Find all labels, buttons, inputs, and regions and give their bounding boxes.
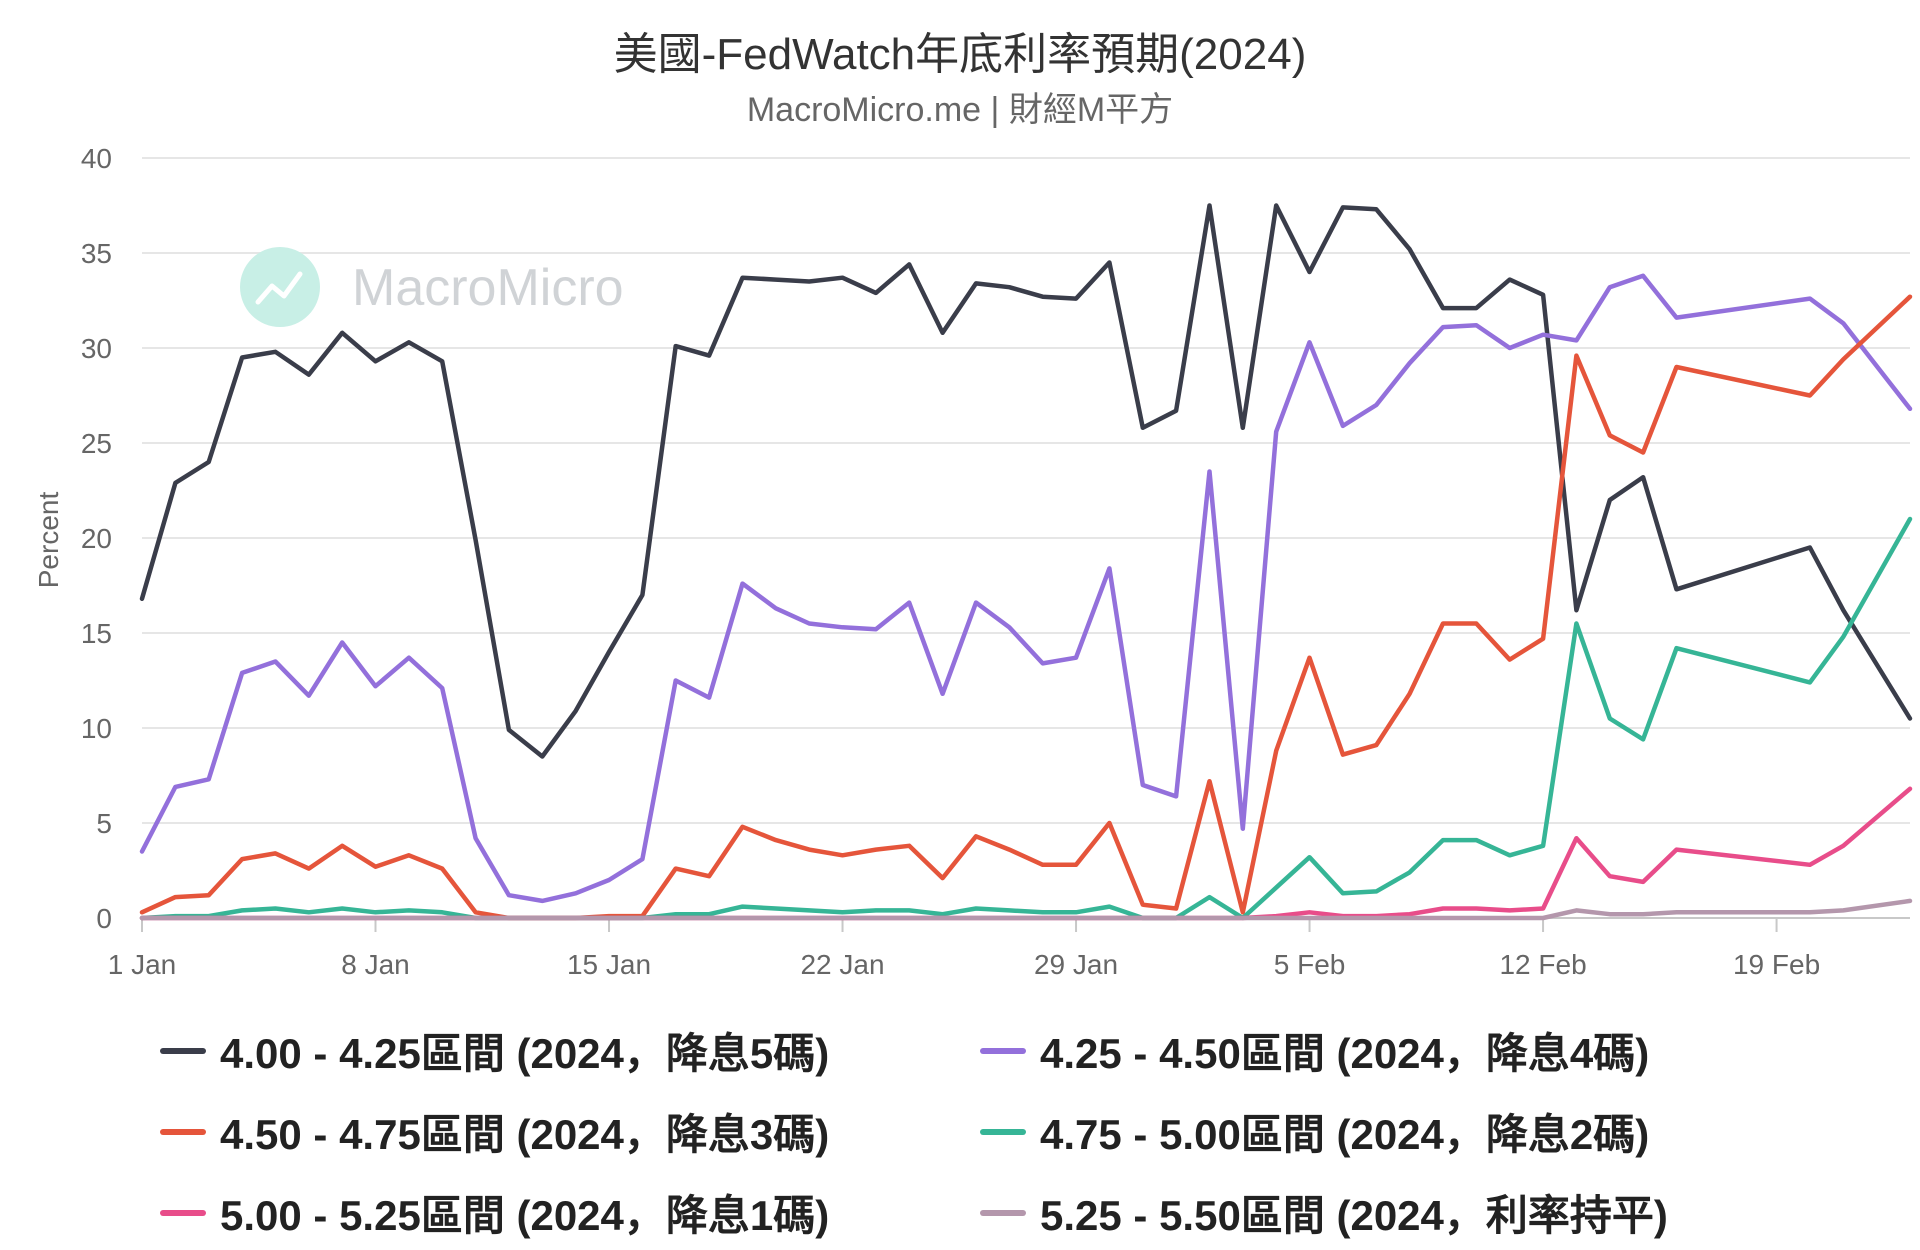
series-line-6 xyxy=(139,898,1913,921)
legend-label: 4.25 - 4.50區間 (2024，降息4碼) xyxy=(1040,1030,1650,1077)
gridlines xyxy=(142,157,1910,919)
x-tick-label: 5 Feb xyxy=(1274,949,1346,980)
legend-label: 5.25 - 5.50區間 (2024，利率持平) xyxy=(1040,1192,1668,1239)
logo-chart-icon xyxy=(255,271,303,305)
y-tick-label: 0 xyxy=(96,903,112,934)
macromicro-logo-icon xyxy=(240,247,320,327)
legend-item-4[interactable]: 4.75 - 5.00區間 (2024，降息2碼) xyxy=(980,1101,1800,1162)
x-tick-label: 1 Jan xyxy=(108,949,177,980)
legend-swatch xyxy=(160,1209,206,1216)
y-tick-label: 5 xyxy=(96,808,112,839)
y-axis: 0 5 10 15 20 25 30 35 40 xyxy=(81,143,112,934)
y-tick-label: 20 xyxy=(81,523,112,554)
legend-item-6[interactable]: 5.25 - 5.50區間 (2024，利率持平) xyxy=(980,1182,1800,1243)
legend-swatch xyxy=(160,1047,206,1054)
series-line-5 xyxy=(139,786,1913,921)
watermark-text: MacroMicro xyxy=(352,259,624,317)
series-line-1 xyxy=(139,203,1913,759)
legend-item-5[interactable]: 5.00 - 5.25區間 (2024，降息1碼) xyxy=(160,1182,980,1243)
legend-label: 5.00 - 5.25區間 (2024，降息1碼) xyxy=(220,1192,830,1239)
series-line-3 xyxy=(139,294,1913,921)
legend-swatch xyxy=(980,1209,1026,1216)
line-chart: MacroMicro 0 5 10 15 20 25 30 35 40 1 Jan 8 Jan 15… xyxy=(33,143,1913,980)
y-tick-label: 35 xyxy=(81,238,112,269)
legend-swatch xyxy=(160,1128,206,1135)
x-tick-label: 29 Jan xyxy=(1034,949,1118,980)
x-tick-label: 22 Jan xyxy=(800,949,884,980)
x-axis: 1 Jan 8 Jan 15 Jan 22 Jan 29 Jan 5 Feb 12 Feb 1… xyxy=(108,918,1820,980)
legend-label: 4.75 - 5.00區間 (2024，降息2碼) xyxy=(1040,1111,1650,1158)
x-tick-label: 8 Jan xyxy=(341,949,410,980)
y-tick-label: 15 xyxy=(81,618,112,649)
y-tick-label: 40 xyxy=(81,143,112,174)
y-tick-label: 25 xyxy=(81,428,112,459)
chart-subtitle: MacroMicro.me | 財經M平方 xyxy=(746,91,1174,129)
x-tick-label: 19 Feb xyxy=(1733,949,1820,980)
series-line-4 xyxy=(139,516,1913,921)
legend-swatch xyxy=(980,1047,1026,1054)
x-tick-label: 15 Jan xyxy=(567,949,651,980)
y-tick-label: 10 xyxy=(81,713,112,744)
series-lines xyxy=(139,203,1913,921)
legend-label: 4.50 - 4.75區間 (2024，降息3碼) xyxy=(220,1111,830,1158)
watermark: MacroMicro xyxy=(240,247,624,327)
legend-item-2[interactable]: 4.25 - 4.50區間 (2024，降息4碼) xyxy=(980,1020,1800,1081)
legend-swatch xyxy=(980,1128,1026,1135)
y-tick-label: 30 xyxy=(81,333,112,364)
y-axis-label: Percent xyxy=(33,492,64,589)
x-tick-label: 12 Feb xyxy=(1499,949,1586,980)
series-line-2 xyxy=(139,273,1913,904)
chart-title: 美國-FedWatch年底利率預期(2024) xyxy=(613,30,1307,79)
legend-item-1[interactable]: 4.00 - 4.25區間 (2024，降息5碼) xyxy=(160,1020,980,1081)
legend-item-3[interactable]: 4.50 - 4.75區間 (2024，降息3碼) xyxy=(160,1101,980,1162)
legend: 4.00 - 4.25區間 (2024，降息5碼) 4.25 - 4.50區間 (… xyxy=(160,1020,1800,1243)
legend-label: 4.00 - 4.25區間 (2024，降息5碼) xyxy=(220,1030,830,1077)
